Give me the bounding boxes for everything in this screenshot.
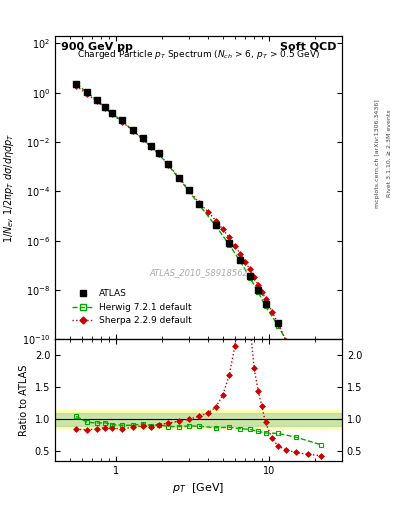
Bar xyxy=(55,410,342,429)
Text: 900 GeV pp: 900 GeV pp xyxy=(61,42,132,52)
Y-axis label: Ratio to ATLAS: Ratio to ATLAS xyxy=(19,365,29,436)
Bar xyxy=(55,413,342,425)
Legend: ATLAS, Herwig 7.2.1 default, Sherpa 2.2.9 default: ATLAS, Herwig 7.2.1 default, Sherpa 2.2.… xyxy=(68,286,195,329)
Text: Charged Particle $p_T$ Spectrum ($N_{ch}$ > 6, $p_T$ > 0.5 GeV): Charged Particle $p_T$ Spectrum ($N_{ch}… xyxy=(77,48,320,61)
Text: Rivet 3.1.10, ≥ 2.3M events: Rivet 3.1.10, ≥ 2.3M events xyxy=(387,110,391,198)
X-axis label: $p_T$  [GeV]: $p_T$ [GeV] xyxy=(173,481,224,495)
Text: mcplots.cern.ch [arXiv:1306.3436]: mcplots.cern.ch [arXiv:1306.3436] xyxy=(375,99,380,208)
Text: ATLAS_2010_S8918562: ATLAS_2010_S8918562 xyxy=(149,268,248,277)
Text: Soft QCD: Soft QCD xyxy=(280,42,336,52)
Y-axis label: $1/N_{ev}\ 1/2\pi p_T\ d\sigma/d\eta dp_T$: $1/N_{ev}\ 1/2\pi p_T\ d\sigma/d\eta dp_… xyxy=(2,133,16,243)
